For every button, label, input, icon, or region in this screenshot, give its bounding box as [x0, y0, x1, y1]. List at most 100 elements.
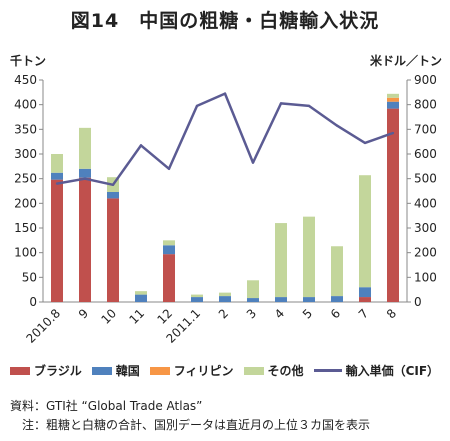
price-point	[55, 182, 59, 185]
legend-label-brazil: ブラジル	[34, 364, 82, 378]
bar-korea	[191, 297, 203, 302]
legend-swatch-brazil	[10, 366, 30, 375]
legend-swatch-price	[313, 369, 342, 372]
right-tick-label: 100	[414, 270, 437, 284]
bar-korea	[359, 287, 371, 298]
bar-korea	[135, 294, 147, 302]
price-point	[111, 183, 115, 187]
x-tick-label: 11	[126, 306, 147, 327]
bar-korea	[387, 101, 399, 109]
bar-brazil	[163, 254, 175, 302]
x-tick-label: 5	[300, 306, 315, 321]
footnote: 注：粗糖と白糖の合計、国別データは直近月の上位３カ国を表示	[22, 418, 371, 432]
right-tick-label: 600	[414, 147, 437, 161]
bar-korea	[331, 296, 343, 302]
legend-item-brazil: ブラジル	[10, 362, 82, 379]
bar-philippines	[387, 97, 399, 102]
bar-other	[219, 292, 231, 297]
bar-other	[303, 216, 315, 298]
legend-swatch-philippines	[149, 366, 170, 375]
x-tick-label: 10	[98, 306, 119, 327]
right-tick-label: 800	[414, 98, 437, 112]
right-tick-label: 0	[414, 295, 422, 309]
bar-other	[163, 240, 175, 246]
chart-legend: ブラジル 韓国 フィリピン その他 輸入単価（CIF）	[10, 362, 445, 379]
bar-korea	[163, 245, 175, 255]
chart-plot: 0501001502002503003504004500100200300400…	[14, 73, 437, 346]
right-axis-unit: 米ドル／トン	[369, 54, 442, 68]
left-axis-unit: 千トン	[10, 54, 47, 68]
bar-other	[387, 93, 399, 98]
price-point	[279, 102, 283, 105]
right-tick-label: 400	[414, 196, 437, 210]
legend-label-price: 輸入単価（CIF）	[345, 364, 440, 378]
price-point	[251, 161, 255, 164]
chart-notes: 資料：GTI社 “Global Trade Atlas” 注：粗糖と白糖の合計、…	[10, 397, 370, 435]
chart-title: 図14 中国の粗糖・白糖輸入状況	[70, 10, 380, 32]
bar-other	[275, 223, 287, 298]
x-tick-label: 3	[244, 306, 259, 321]
left-tick-label: 400	[14, 98, 37, 112]
left-tick-label: 0	[29, 295, 37, 309]
left-tick-label: 200	[14, 196, 37, 210]
legend-item-korea: 韓国	[91, 362, 140, 379]
legend-item-other: その他	[243, 362, 304, 379]
bar-brazil	[51, 179, 63, 302]
bar-korea	[51, 172, 63, 180]
x-tick-label: 4	[272, 306, 287, 321]
bar-brazil	[387, 108, 399, 302]
price-point	[195, 104, 199, 108]
bar-brazil	[359, 297, 371, 302]
bar-other	[359, 175, 371, 288]
right-tick-label: 200	[414, 246, 437, 260]
left-tick-label: 450	[14, 73, 37, 87]
x-tick-label: 6	[328, 306, 343, 321]
right-tick-label: 700	[414, 122, 437, 136]
price-point	[139, 144, 143, 147]
left-tick-label: 50	[22, 270, 37, 284]
legend-label-other: その他	[267, 364, 304, 378]
bar-brazil	[107, 198, 119, 302]
bar-other	[79, 127, 91, 169]
x-tick-label: 2	[216, 306, 231, 321]
bar-korea	[247, 298, 259, 302]
source-note: 資料：GTI社 “Global Trade Atlas”	[10, 399, 203, 413]
x-tick-label: 8	[384, 306, 399, 321]
bar-korea	[107, 191, 119, 199]
price-point	[223, 92, 227, 95]
price-point	[167, 167, 171, 170]
legend-swatch-other	[243, 366, 264, 375]
legend-label-korea: 韓国	[115, 364, 140, 378]
left-tick-label: 100	[14, 246, 37, 260]
right-tick-label: 300	[414, 221, 437, 235]
bar-korea	[303, 297, 315, 302]
x-tick-label: 7	[356, 306, 371, 321]
left-tick-label: 250	[14, 172, 37, 186]
bar-other	[135, 291, 147, 295]
bar-brazil	[79, 177, 91, 302]
legend-item-philippines: フィリピン	[149, 362, 234, 379]
bar-other	[51, 154, 63, 173]
price-point	[335, 124, 339, 127]
bar-korea	[219, 296, 231, 302]
left-tick-label: 350	[14, 122, 37, 136]
bar-korea	[275, 297, 287, 302]
bar-other	[247, 280, 259, 299]
legend-label-philippines: フィリピン	[173, 364, 234, 378]
x-tick-label: 12	[154, 306, 175, 327]
legend-item-price: 輸入単価（CIF）	[313, 362, 440, 379]
legend-swatch-korea	[91, 366, 112, 375]
right-tick-label: 500	[414, 172, 437, 186]
x-tick-label: 2010.8	[24, 306, 64, 346]
bar-other	[331, 246, 343, 297]
price-point	[363, 141, 367, 145]
bar-korea	[79, 168, 91, 178]
left-tick-label: 150	[14, 221, 37, 235]
price-point	[307, 104, 311, 108]
right-tick-label: 900	[414, 73, 437, 87]
bar-other	[191, 294, 203, 298]
price-point	[391, 131, 395, 135]
x-tick-label: 9	[76, 306, 91, 321]
left-tick-label: 300	[14, 147, 37, 161]
price-line	[56, 92, 394, 187]
